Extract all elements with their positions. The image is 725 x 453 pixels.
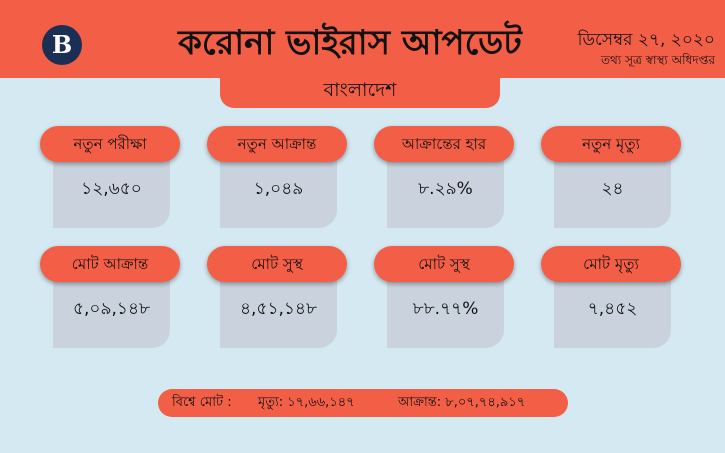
date-text: ডিসেম্বর ২৭, ২০২০ xyxy=(577,30,715,50)
stat-card-infection-rate: ৮.২৯% আক্রান্তের হার xyxy=(374,126,514,246)
stat-value: ২৪ xyxy=(601,179,624,199)
world-total-label: বিশ্বে মোট : xyxy=(172,395,232,410)
stat-card-new-deaths: ২৪ নতুন মৃত্যু xyxy=(541,126,681,246)
stat-label: নতুন মৃত্যু xyxy=(582,135,640,153)
page-title: করোনা ভাইরাস আপডেট xyxy=(178,23,522,63)
stat-label-pill: নতুন আক্রান্ত xyxy=(207,126,347,162)
stat-label: মোট মৃত্যু xyxy=(583,255,639,273)
stat-label: মোট সুস্থ xyxy=(251,255,303,273)
source-text: তথ্য সূত্র স্বাস্থ্য অধিদপ্তর xyxy=(601,53,715,67)
stat-value-box: ৮.২৯% xyxy=(387,146,504,228)
stat-label: মোট সুস্থ xyxy=(418,255,470,273)
stat-value: ৮৮.৭৭% xyxy=(412,299,479,319)
stat-label: আক্রান্তের হার xyxy=(401,135,487,153)
stat-label-pill: মোট আক্রান্ত xyxy=(40,246,180,282)
stat-label-pill: আক্রান্তের হার xyxy=(374,126,514,162)
stat-value: ৭,৪৫২ xyxy=(587,299,638,319)
stat-value: ৫,০৯,১৪৮ xyxy=(72,299,151,319)
country-tab: বাংলাদেশ xyxy=(220,70,500,108)
stat-card-recovery-rate: ৮৮.৭৭% মোট সুস্থ xyxy=(374,246,514,366)
header-banner: B করোনা ভাইরাস আপডেট ডিসেম্বর ২৭, ২০২০ ত… xyxy=(0,0,725,78)
stat-label-pill: নতুন পরীক্ষা xyxy=(40,126,180,162)
stat-label: নতুন আক্রান্ত xyxy=(237,135,317,153)
stat-value: ৪,৫১,১৪৮ xyxy=(240,299,317,319)
world-deaths: মৃত্যু: ১৭,৬৬,১৪৭ xyxy=(258,395,355,410)
stat-label-pill: মোট মৃত্যু xyxy=(541,246,681,282)
stat-label: নতুন পরীক্ষা xyxy=(73,135,147,153)
stat-label-pill: মোট সুস্থ xyxy=(374,246,514,282)
world-infected: আক্রান্ত: ৮,০৭,৭৪,৯১৭ xyxy=(398,395,526,410)
stat-card-new-infected: ১,০৪৯ নতুন আক্রান্ত xyxy=(207,126,347,246)
stat-card-total-deaths: ৭,৪৫২ মোট মৃত্যু xyxy=(541,246,681,366)
stat-label: মোট আক্রান্ত xyxy=(71,255,149,273)
stat-label-pill: নতুন মৃত্যু xyxy=(541,126,681,162)
stat-value: ১২,৬৫০ xyxy=(81,179,142,199)
stat-card-total-recovered: ৪,৫১,১৪৮ মোট সুস্থ xyxy=(207,246,347,366)
logo-letter: B xyxy=(51,30,73,59)
stat-value: ১,০৪৯ xyxy=(253,179,304,199)
stat-card-total-infected: ৫,০৯,১৪৮ মোট আক্রান্ত xyxy=(40,246,180,366)
stat-label-pill: মোট সুস্থ xyxy=(207,246,347,282)
stat-card-new-tests: ১২,৬৫০ নতুন পরীক্ষা xyxy=(40,126,180,246)
logo-icon: B xyxy=(42,25,82,65)
world-total-bar: বিশ্বে মোট : মৃত্যু: ১৭,৬৬,১৪৭ আক্রান্ত:… xyxy=(158,389,568,417)
stat-value: ৮.২৯% xyxy=(418,179,473,199)
